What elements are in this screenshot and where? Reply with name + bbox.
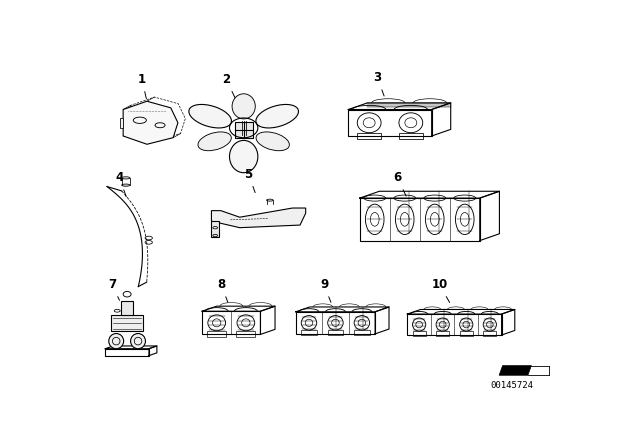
Ellipse shape: [256, 132, 289, 151]
Ellipse shape: [109, 333, 124, 349]
Text: 6: 6: [394, 172, 406, 196]
Polygon shape: [211, 208, 306, 228]
Bar: [106, 349, 149, 356]
Polygon shape: [499, 366, 531, 375]
Ellipse shape: [131, 333, 145, 349]
Ellipse shape: [256, 104, 298, 128]
Text: 2: 2: [222, 73, 235, 98]
Text: 1: 1: [138, 73, 147, 99]
Ellipse shape: [230, 140, 258, 172]
Polygon shape: [211, 221, 219, 237]
Polygon shape: [120, 118, 123, 128]
Text: 00145724: 00145724: [490, 381, 533, 390]
Bar: [235, 121, 253, 138]
Ellipse shape: [267, 199, 273, 201]
Ellipse shape: [122, 177, 130, 179]
Text: 7: 7: [108, 278, 120, 300]
Polygon shape: [123, 101, 178, 144]
Bar: [121, 301, 133, 315]
Text: 9: 9: [320, 278, 331, 302]
Ellipse shape: [232, 94, 255, 119]
Text: 5: 5: [244, 168, 255, 193]
Bar: [348, 109, 431, 136]
Ellipse shape: [189, 104, 232, 128]
Bar: [408, 314, 502, 335]
Bar: [296, 312, 375, 334]
Text: 8: 8: [217, 278, 228, 302]
Bar: [111, 315, 143, 332]
Ellipse shape: [198, 132, 231, 151]
Text: 10: 10: [431, 278, 450, 302]
Text: 3: 3: [374, 71, 384, 96]
Text: 4: 4: [116, 172, 126, 197]
Bar: [202, 311, 260, 334]
Ellipse shape: [122, 184, 130, 186]
Bar: [360, 198, 480, 241]
